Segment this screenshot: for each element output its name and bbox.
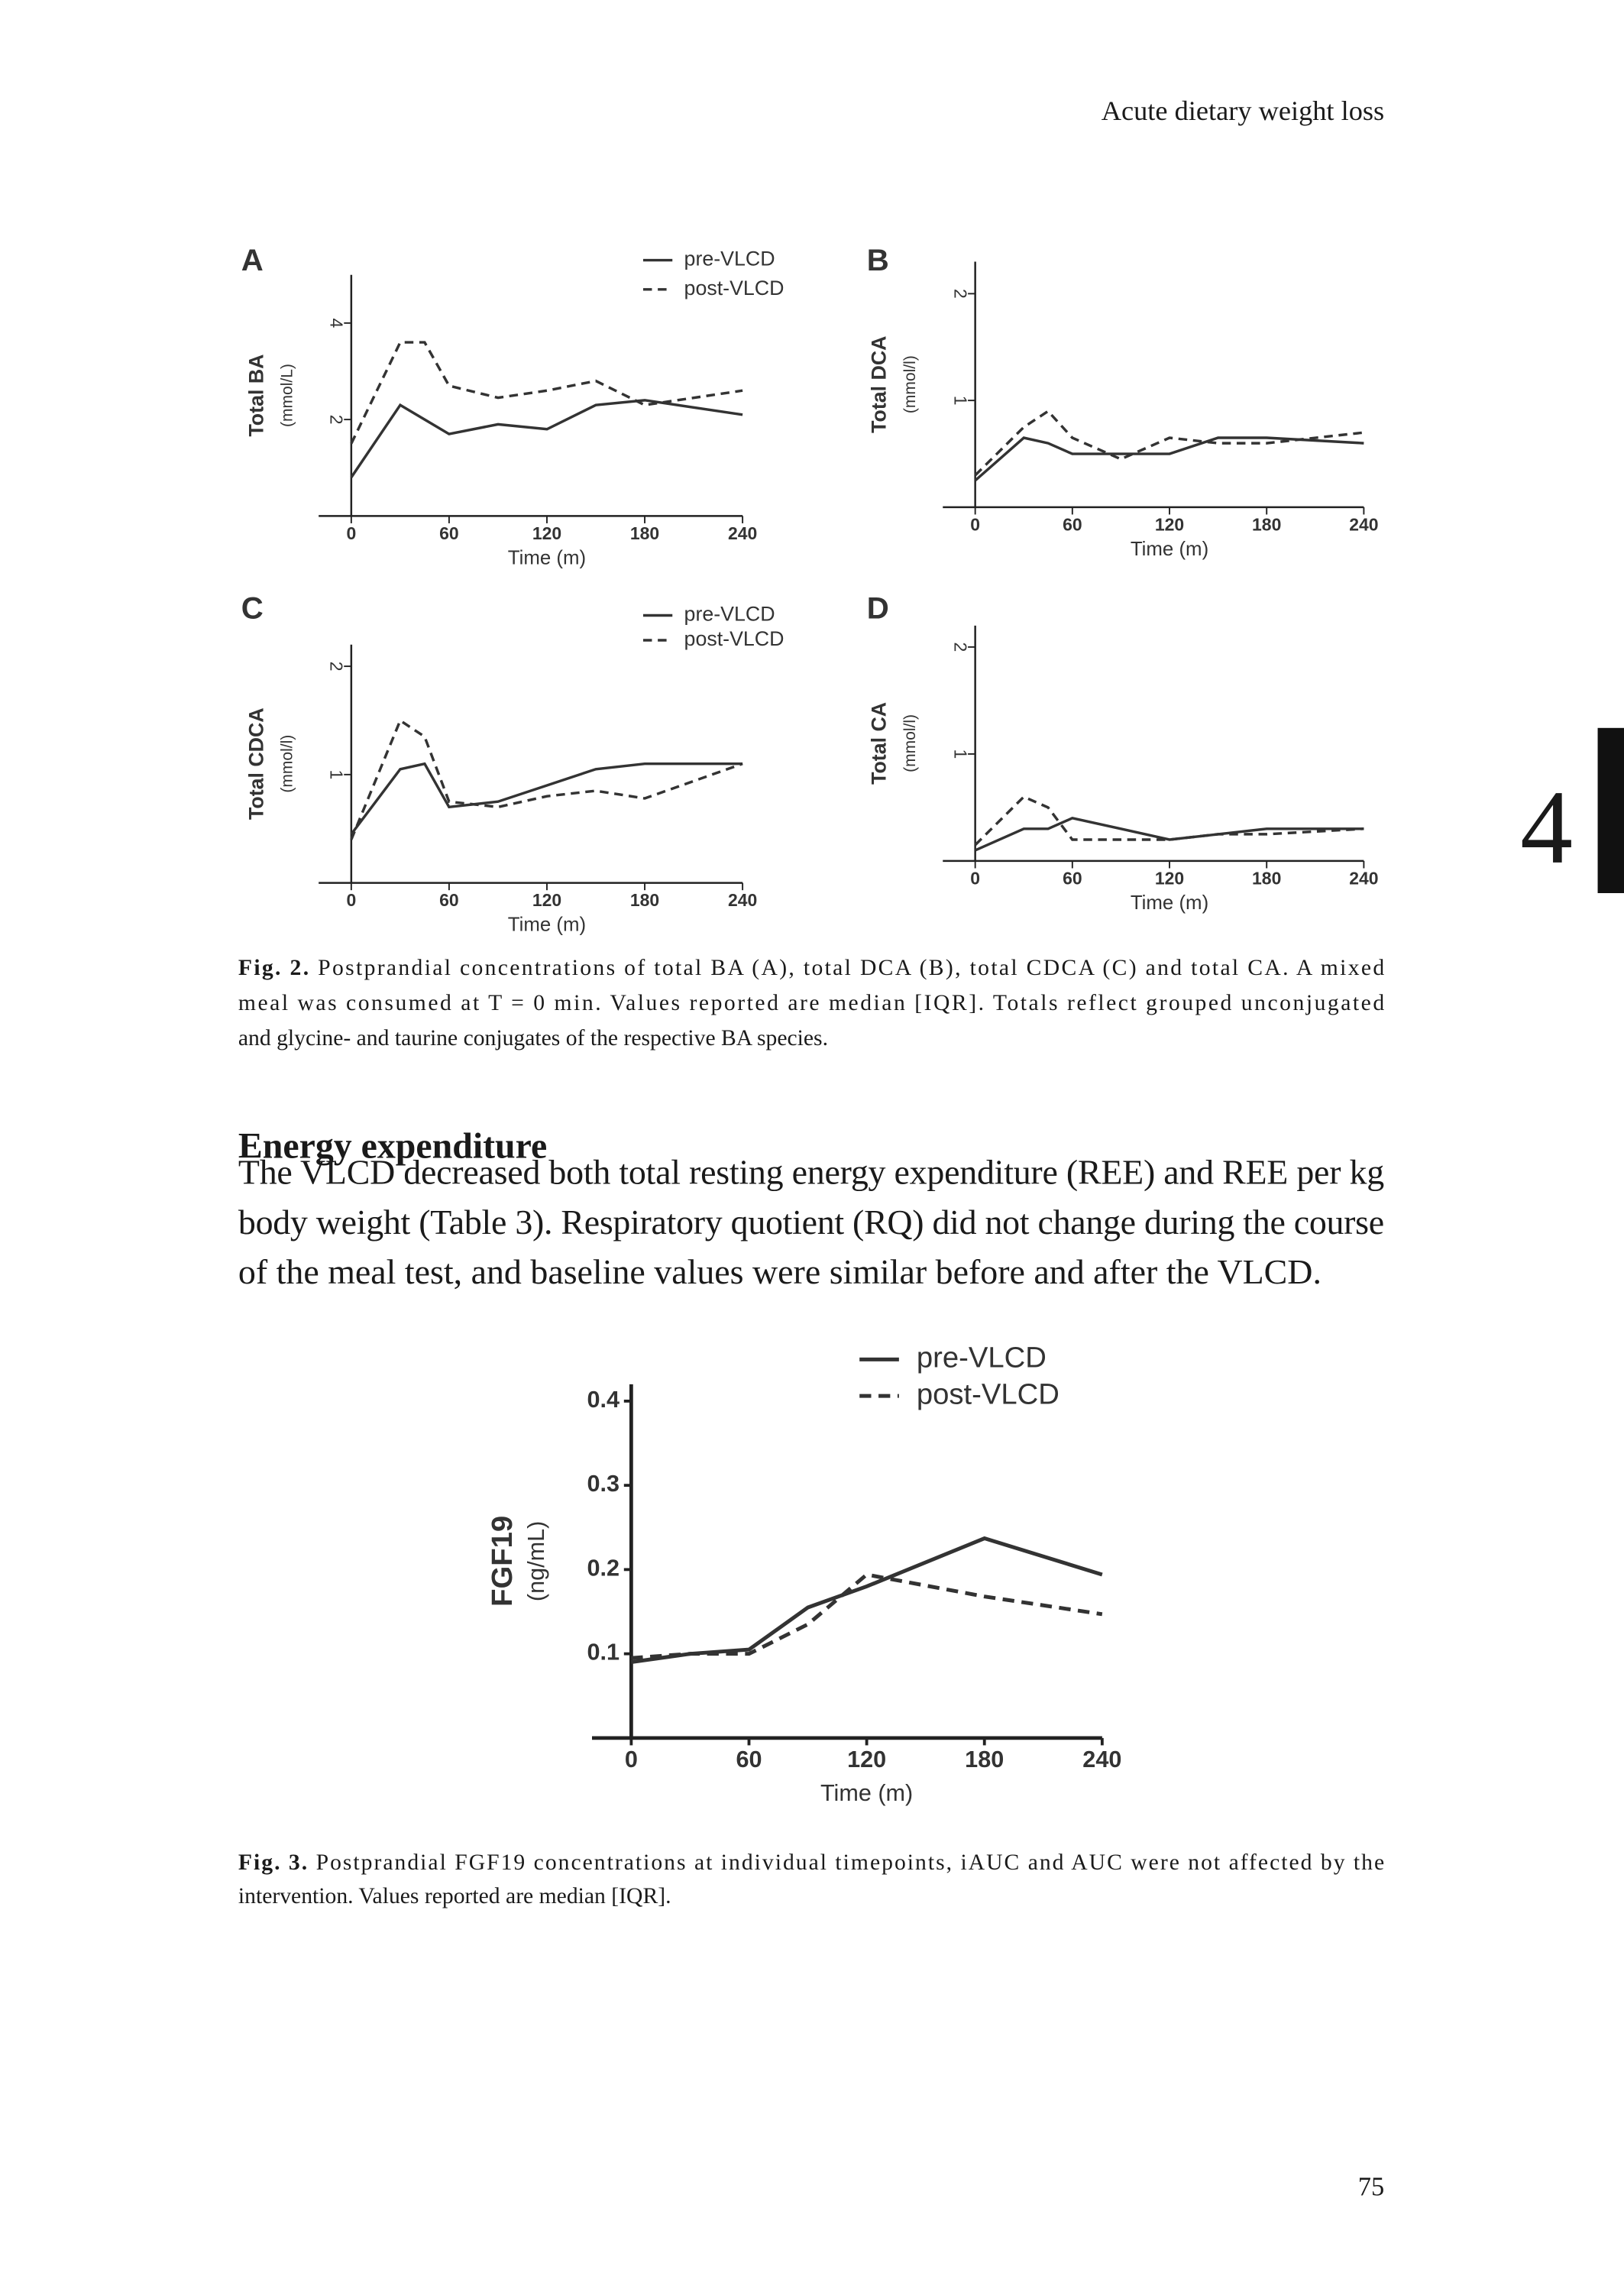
caption-label: Fig. 3. — [238, 1850, 307, 1875]
x-tick-label: 240 — [728, 890, 757, 910]
y-tick-label: 2 — [951, 642, 971, 652]
y-tick-label: 2 — [951, 289, 971, 299]
series-line — [350, 399, 743, 478]
x-tick-label: 240 — [1349, 515, 1378, 535]
panel-label: C — [241, 591, 264, 625]
y-tick-label: 2 — [327, 415, 347, 425]
y-tick-label: 1 — [951, 749, 971, 759]
x-tick-label: 240 — [1349, 869, 1378, 889]
y-axis-label: Total DCA — [868, 336, 891, 433]
x-axis-label: Time (m) — [820, 1780, 913, 1806]
paragraph-line: body weight (Table 3). Respiratory quoti… — [238, 1203, 1384, 1242]
x-tick-label: 180 — [1252, 515, 1281, 535]
legend-label: post-VLCD — [917, 1377, 1059, 1410]
y-axis-label: FGF19 — [486, 1516, 519, 1607]
x-axis-label: Time (m) — [508, 915, 586, 936]
x-tick-label: 0 — [346, 523, 356, 543]
y-axis-unit: (mmol/l) — [901, 355, 919, 413]
y-axis-unit: (mmol/L) — [279, 364, 296, 427]
caption-line: and glycine- and taurine conjugates of t… — [238, 1026, 828, 1050]
caption-line: meal was consumed at T = 0 min. Values r… — [238, 991, 1384, 1015]
series-line — [350, 762, 743, 835]
x-tick-label: 120 — [532, 890, 561, 910]
x-axis-label: Time (m) — [508, 548, 586, 569]
x-tick-label: 60 — [1063, 869, 1082, 889]
caption-line: Fig. 3. Postprandial FGF19 concentration… — [238, 1850, 1384, 1875]
y-tick-label: 0.2 — [587, 1555, 620, 1581]
caption-text: Postprandial FGF19 concentrations at ind… — [309, 1850, 1384, 1875]
series-line — [974, 436, 1364, 482]
caption-text: Postprandial concentrations of total BA … — [310, 956, 1384, 980]
running-title: Acute dietary weight loss — [1102, 96, 1384, 126]
y-tick-label: 1 — [327, 769, 347, 779]
y-axis-unit: (mmol/l) — [279, 735, 296, 793]
y-axis-unit: (mmol/l) — [901, 714, 919, 772]
y-tick-label: 0.3 — [587, 1471, 620, 1497]
caption-text: meal was consumed at T = 0 min. Values r… — [238, 991, 1384, 1015]
x-tick-label: 60 — [439, 890, 459, 910]
series-line — [350, 341, 743, 445]
y-axis-label: Total CDCA — [244, 707, 267, 820]
series-line — [974, 409, 1364, 477]
x-tick-label: 180 — [965, 1747, 1004, 1772]
chapter-tab-bar — [1597, 727, 1624, 894]
caption-line: Fig. 2. Postprandial concentrations of t… — [238, 956, 1384, 980]
x-tick-label: 180 — [1252, 869, 1281, 889]
x-tick-label: 180 — [630, 523, 659, 543]
y-axis-label: Total BA — [244, 354, 267, 437]
chapter-tab-number: 4 — [1520, 769, 1573, 885]
legend-label: post-VLCD — [684, 277, 785, 299]
caption-line: intervention. Values reported are median… — [238, 1884, 671, 1908]
y-tick-label: 4 — [327, 318, 347, 328]
series-line — [974, 795, 1364, 847]
x-tick-label: 60 — [1063, 515, 1082, 535]
paragraph-line: of the meal test, and baseline values we… — [238, 1252, 1322, 1291]
y-axis-label: Total CA — [868, 702, 891, 785]
x-tick-label: 60 — [439, 523, 459, 543]
y-tick-label: 1 — [951, 396, 971, 406]
y-tick-label: 0.1 — [587, 1640, 620, 1666]
x-tick-label: 60 — [736, 1747, 762, 1772]
x-tick-label: 120 — [1155, 515, 1184, 535]
panel-label: A — [241, 243, 264, 277]
x-tick-label: 0 — [970, 515, 980, 535]
x-axis-label: Time (m) — [1131, 892, 1208, 914]
x-tick-label: 180 — [630, 890, 659, 910]
series-line — [631, 1572, 1103, 1660]
x-tick-label: 120 — [1155, 869, 1184, 889]
x-tick-label: 0 — [625, 1747, 638, 1772]
page-number: 75 — [1358, 2173, 1384, 2202]
legend-label: pre-VLCD — [917, 1341, 1047, 1374]
panel-label: D — [867, 591, 889, 625]
x-tick-label: 240 — [728, 523, 757, 543]
x-tick-label: 240 — [1082, 1747, 1121, 1772]
legend-label: post-VLCD — [684, 627, 785, 650]
section-heading: Energy expenditure — [238, 1125, 547, 1166]
panel-label: B — [867, 243, 889, 277]
y-tick-label: 2 — [327, 662, 347, 672]
series-line — [350, 718, 743, 840]
x-tick-label: 120 — [847, 1747, 886, 1772]
x-tick-label: 120 — [532, 523, 561, 543]
caption-text: intervention. Values reported are median… — [238, 1884, 671, 1908]
series-line — [975, 817, 1364, 852]
y-tick-label: 0.4 — [587, 1387, 620, 1413]
paragraph-line: The VLCD decreased both total resting en… — [238, 1153, 1384, 1192]
x-axis-label: Time (m) — [1131, 539, 1208, 560]
caption-text: and glycine- and taurine conjugates of t… — [238, 1026, 828, 1050]
legend-label: pre-VLCD — [684, 248, 775, 270]
legend-label: pre-VLCD — [684, 603, 775, 626]
x-tick-label: 0 — [970, 869, 980, 889]
x-tick-label: 0 — [346, 890, 356, 910]
y-axis-unit: (ng/mL) — [523, 1521, 549, 1601]
